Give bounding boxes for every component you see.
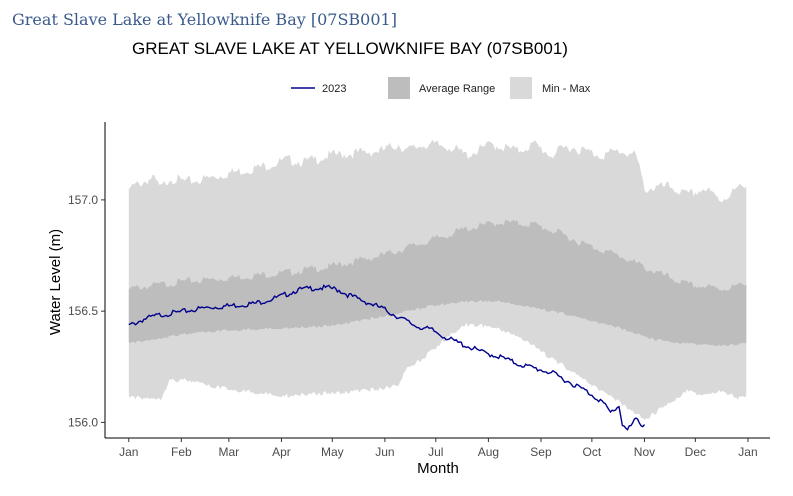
- x-axis-ticks: Jan Feb Mar Apr May Jun Jul Aug Sep Oct Nov Dec Jan: [119, 438, 758, 459]
- legend-average-range-swatch: [388, 77, 410, 99]
- x-tick-label: Jan: [119, 445, 138, 459]
- y-tick-label: 156.0: [68, 415, 98, 429]
- x-tick-label: Oct: [583, 445, 602, 459]
- x-tick-label: Dec: [685, 445, 706, 459]
- legend: 2023 Average Range Min - Max: [291, 77, 591, 99]
- x-tick-label: Aug: [478, 445, 499, 459]
- x-tick-label: May: [321, 445, 344, 459]
- x-tick-label: Jul: [428, 445, 443, 459]
- chart-title: GREAT SLAVE LAKE AT YELLOWKNIFE BAY (07S…: [132, 39, 568, 58]
- legend-min-max-swatch: [510, 77, 532, 99]
- x-tick-label: Mar: [219, 445, 240, 459]
- y-tick-label: 156.5: [68, 304, 98, 318]
- plot-area: [128, 139, 747, 431]
- x-tick-label: Sep: [530, 445, 552, 459]
- x-tick-label: Jan: [738, 445, 757, 459]
- y-axis-ticks: 156.0 156.5 157.0: [68, 193, 105, 429]
- legend-2023-label: 2023: [322, 83, 346, 95]
- page-header: Great Slave Lake at Yellowknife Bay [07S…: [12, 10, 397, 29]
- x-axis-title: Month: [417, 460, 459, 477]
- x-tick-label: Apr: [272, 445, 291, 459]
- y-tick-label: 157.0: [68, 193, 98, 207]
- y-axis-title: Water Level (m): [47, 229, 64, 335]
- average-range-band: [128, 219, 747, 347]
- series-2023-line: [128, 284, 646, 431]
- x-tick-label: Nov: [634, 445, 655, 459]
- x-tick-label: Jun: [375, 445, 394, 459]
- legend-min-max-label: Min - Max: [542, 83, 591, 95]
- x-tick-label: Feb: [171, 445, 192, 459]
- legend-average-range-label: Average Range: [419, 83, 495, 95]
